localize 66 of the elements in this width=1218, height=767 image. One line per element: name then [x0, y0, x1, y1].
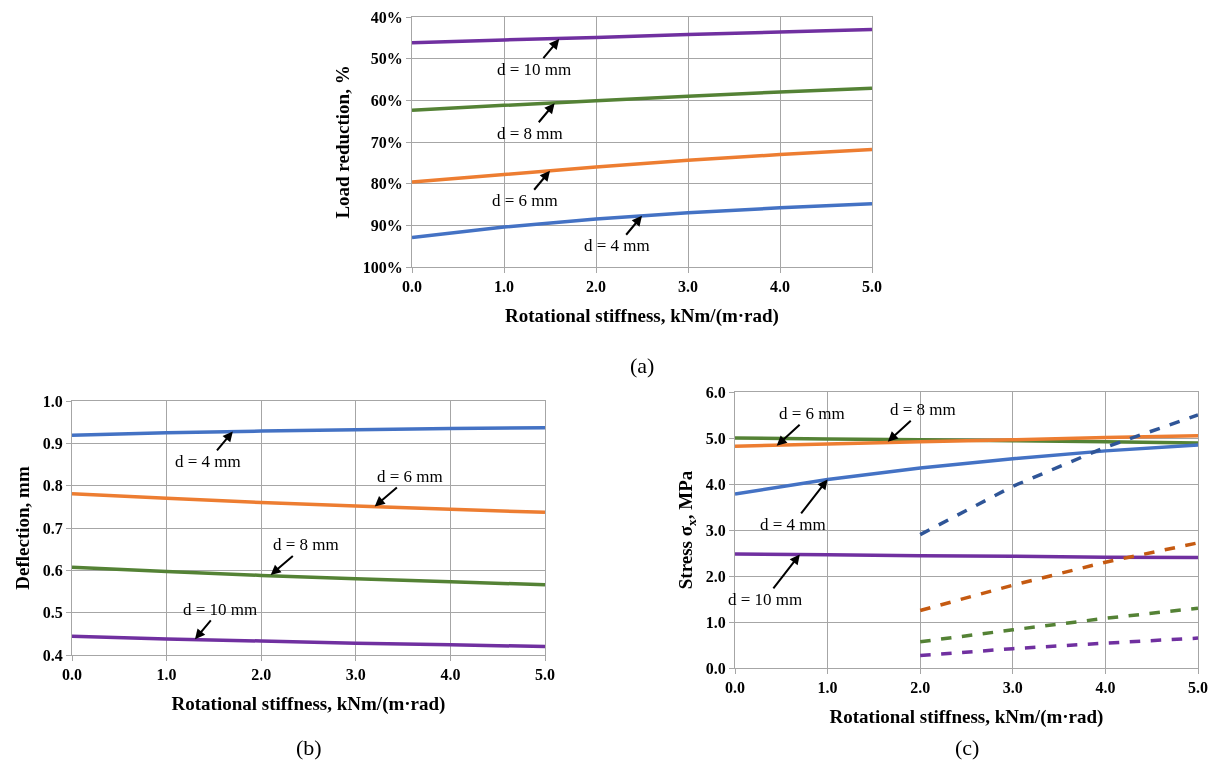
x-tick-label: 0.0: [62, 666, 82, 684]
line-series: [918, 541, 1198, 613]
y-tick-label: 0.5: [42, 604, 63, 622]
x-tick-label: 4.0: [770, 278, 790, 296]
x-tick-label: 2.0: [910, 679, 931, 697]
y-tick-label: 0.4: [42, 646, 63, 664]
text: (a): [630, 353, 655, 378]
line-series: [918, 413, 1198, 537]
x-tick-label: 5.0: [862, 278, 882, 296]
y-tick-label: 60%: [370, 91, 403, 109]
x-tick-label: 5.0: [535, 666, 555, 684]
y-tick-label: 6.0: [705, 383, 726, 401]
y-tick-label: 80%: [370, 175, 403, 193]
text: (b): [296, 735, 322, 760]
x-tick-label: 2.0: [251, 666, 272, 684]
y-tick-label: 0.6: [42, 561, 63, 579]
annotation: d = 10 mm: [497, 60, 572, 79]
annotation: d = 4 mm: [175, 452, 241, 471]
x-tick-label: 0.0: [725, 679, 745, 697]
y-tick-label: 0.9: [42, 434, 63, 452]
y-tick-label: 70%: [370, 133, 403, 151]
annotation: d = 8 mm: [273, 535, 339, 554]
y-tick-label: 1.0: [705, 613, 726, 631]
y-axis-title: Load reduction, %: [331, 65, 353, 219]
line-series: [918, 606, 1198, 644]
x-tick-label: 1.0: [494, 278, 514, 296]
y-tick-label: 3.0: [705, 521, 726, 539]
x-tick-label: 1.0: [156, 666, 177, 684]
annotation: d = 10 mm: [183, 600, 258, 619]
annotation: d = 6 mm: [779, 404, 845, 423]
x-tick-label: 4.0: [440, 666, 461, 684]
y-tick-label: 90%: [370, 216, 403, 234]
line-series: [412, 27, 872, 45]
y-tick-label: 40%: [370, 8, 403, 26]
line-series: [918, 636, 1198, 658]
x-axis-title: Rotational stiffness, kNm/(m·rad): [829, 706, 1104, 728]
annotation: d = 8 mm: [890, 400, 956, 419]
x-tick-label: 1.0: [817, 679, 838, 697]
x-tick-label: 5.0: [1188, 679, 1208, 697]
y-axis-title: Deflection, mm: [11, 466, 33, 590]
y-tick-label: 1.0: [42, 392, 63, 410]
x-axis-title: Rotational stiffness, kNm/(m·rad): [171, 693, 446, 715]
annotation: d = 6 mm: [492, 191, 558, 210]
y-tick-label: 4.0: [705, 475, 726, 493]
y-tick-label: 100%: [362, 258, 403, 276]
y-tick-label: 50%: [370, 50, 403, 68]
line-series: [72, 634, 545, 649]
y-tick-label: 5.0: [705, 429, 726, 447]
annotation: d = 6 mm: [377, 467, 443, 486]
annotation: d = 10 mm: [728, 590, 803, 609]
annotation: d = 8 mm: [497, 124, 563, 143]
line-series: [72, 491, 545, 515]
x-tick-label: 2.0: [586, 278, 606, 296]
x-tick-label: 3.0: [1002, 679, 1023, 697]
y-tick-label: 2.0: [705, 567, 726, 585]
x-axis-title: Rotational stiffness, kNm/(m·rad): [505, 305, 779, 327]
annotation: d = 4 mm: [584, 236, 650, 255]
y-tick-label: 0.7: [42, 519, 63, 537]
x-tick-label: 0.0: [402, 278, 422, 296]
x-tick-label: 4.0: [1095, 679, 1116, 697]
line-series: [72, 425, 545, 438]
x-tick-label: 3.0: [678, 278, 698, 296]
y-tick-label: 0.8: [42, 477, 63, 495]
text: (c): [955, 735, 980, 760]
annotation: d = 4 mm: [760, 515, 826, 534]
x-tick-label: 3.0: [345, 666, 366, 684]
